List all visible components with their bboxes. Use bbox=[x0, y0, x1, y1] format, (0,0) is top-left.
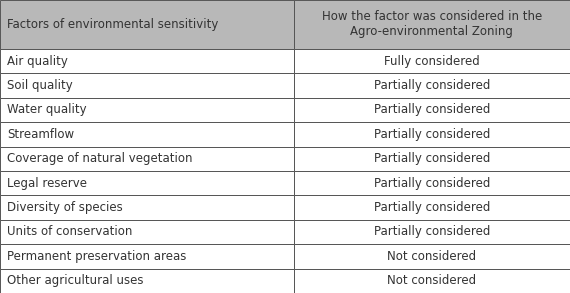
Bar bbox=[294, 171, 570, 195]
Bar bbox=[294, 98, 570, 122]
Text: Partially considered: Partially considered bbox=[373, 201, 490, 214]
Bar bbox=[294, 122, 570, 146]
Bar bbox=[0, 73, 294, 98]
Bar bbox=[294, 195, 570, 220]
Text: Partially considered: Partially considered bbox=[373, 79, 490, 92]
Text: Partially considered: Partially considered bbox=[373, 177, 490, 190]
Text: Other agricultural uses: Other agricultural uses bbox=[7, 274, 144, 287]
Text: Fully considered: Fully considered bbox=[384, 54, 479, 68]
Bar bbox=[0, 220, 294, 244]
Text: Partially considered: Partially considered bbox=[373, 103, 490, 116]
Text: Not considered: Not considered bbox=[387, 250, 477, 263]
Text: How the factor was considered in the
Agro-environmental Zoning: How the factor was considered in the Agr… bbox=[321, 11, 542, 38]
Bar bbox=[294, 269, 570, 293]
Text: Legal reserve: Legal reserve bbox=[7, 177, 87, 190]
Text: Diversity of species: Diversity of species bbox=[7, 201, 123, 214]
Bar bbox=[294, 0, 570, 49]
Text: Factors of environmental sensitivity: Factors of environmental sensitivity bbox=[7, 18, 219, 31]
Text: Streamflow: Streamflow bbox=[7, 128, 75, 141]
Bar bbox=[0, 171, 294, 195]
Text: Coverage of natural vegetation: Coverage of natural vegetation bbox=[7, 152, 193, 165]
Text: Partially considered: Partially considered bbox=[373, 128, 490, 141]
Bar bbox=[0, 195, 294, 220]
Bar bbox=[0, 122, 294, 146]
Text: Soil quality: Soil quality bbox=[7, 79, 73, 92]
Bar bbox=[0, 244, 294, 269]
Text: Partially considered: Partially considered bbox=[373, 225, 490, 239]
Bar bbox=[294, 244, 570, 269]
Text: Air quality: Air quality bbox=[7, 54, 68, 68]
Bar bbox=[294, 73, 570, 98]
Bar bbox=[0, 0, 294, 49]
Text: Permanent preservation areas: Permanent preservation areas bbox=[7, 250, 187, 263]
Bar bbox=[0, 98, 294, 122]
Bar bbox=[294, 146, 570, 171]
Bar bbox=[0, 269, 294, 293]
Bar bbox=[0, 146, 294, 171]
Bar bbox=[294, 220, 570, 244]
Bar bbox=[0, 49, 294, 73]
Text: Water quality: Water quality bbox=[7, 103, 87, 116]
Text: Units of conservation: Units of conservation bbox=[7, 225, 133, 239]
Bar bbox=[294, 49, 570, 73]
Text: Partially considered: Partially considered bbox=[373, 152, 490, 165]
Text: Not considered: Not considered bbox=[387, 274, 477, 287]
